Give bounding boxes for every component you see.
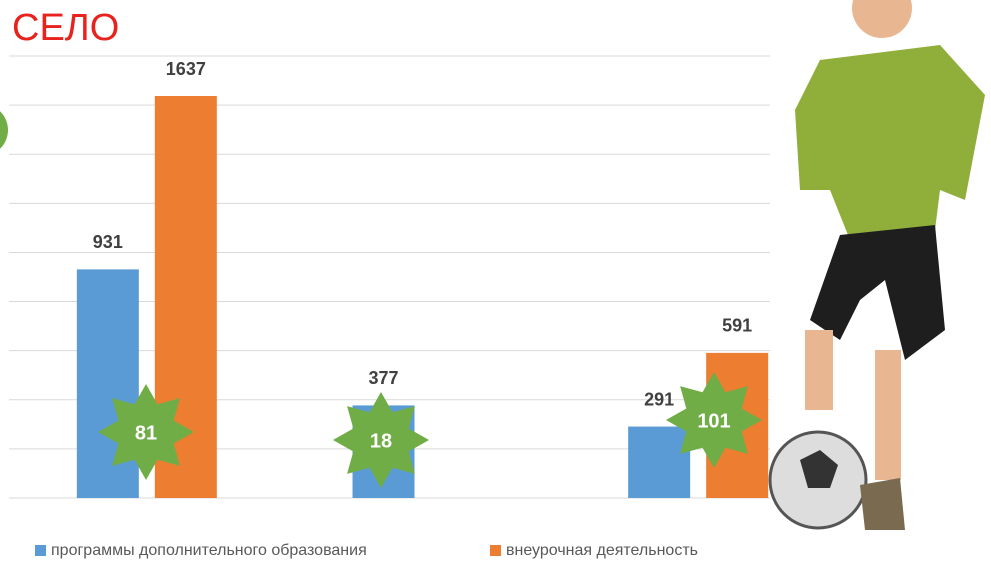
- value-label: 1637: [166, 59, 206, 79]
- chart-title: СЕЛО: [12, 7, 119, 49]
- legend-label: программы дополнительного образования: [51, 542, 367, 559]
- leg: [805, 330, 833, 410]
- decor-circle: [0, 111, 8, 149]
- badge-label: 101: [697, 410, 730, 432]
- photo: [768, 0, 991, 535]
- shoe: [860, 478, 905, 530]
- value-label: 931: [93, 232, 123, 252]
- badge-label: 18: [370, 430, 392, 452]
- value-label: 591: [722, 316, 752, 336]
- bar: [76, 269, 139, 498]
- badge-star: [666, 372, 762, 468]
- badge-star: [333, 392, 429, 488]
- shorts: [810, 225, 945, 360]
- value-label: 291: [644, 389, 674, 409]
- bar: [628, 426, 691, 498]
- leg: [875, 350, 901, 480]
- legend-label: внеурочная деятельность: [506, 542, 698, 559]
- legend: программы дополнительного образования вне…: [35, 542, 698, 559]
- badge-star: [98, 384, 194, 480]
- legend-swatch: [490, 545, 501, 556]
- value-label: 377: [368, 368, 398, 388]
- shirt: [795, 45, 985, 240]
- legend-swatch: [35, 545, 46, 556]
- head: [852, 0, 912, 38]
- ball-patch: [800, 450, 838, 488]
- badge-label: 81: [135, 422, 157, 444]
- badges: 81 18 101: [98, 372, 762, 488]
